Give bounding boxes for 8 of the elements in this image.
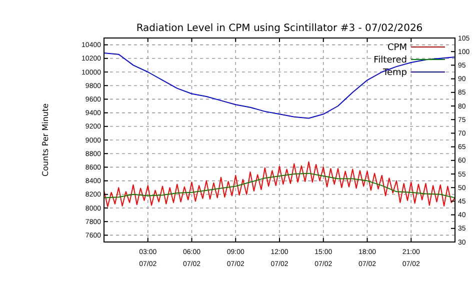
chart-title: Radiation Level in CPM using Scintillator #3 - 07/02/2026 xyxy=(136,23,423,34)
legend-label: Filtered xyxy=(374,56,407,66)
line-series xyxy=(104,161,456,208)
y-axis-title: Counts Per Minute xyxy=(41,103,50,177)
line-series xyxy=(104,172,456,198)
legend-label: CPM xyxy=(388,43,407,53)
line-series xyxy=(104,52,456,119)
legend-label: Temp xyxy=(382,68,408,78)
